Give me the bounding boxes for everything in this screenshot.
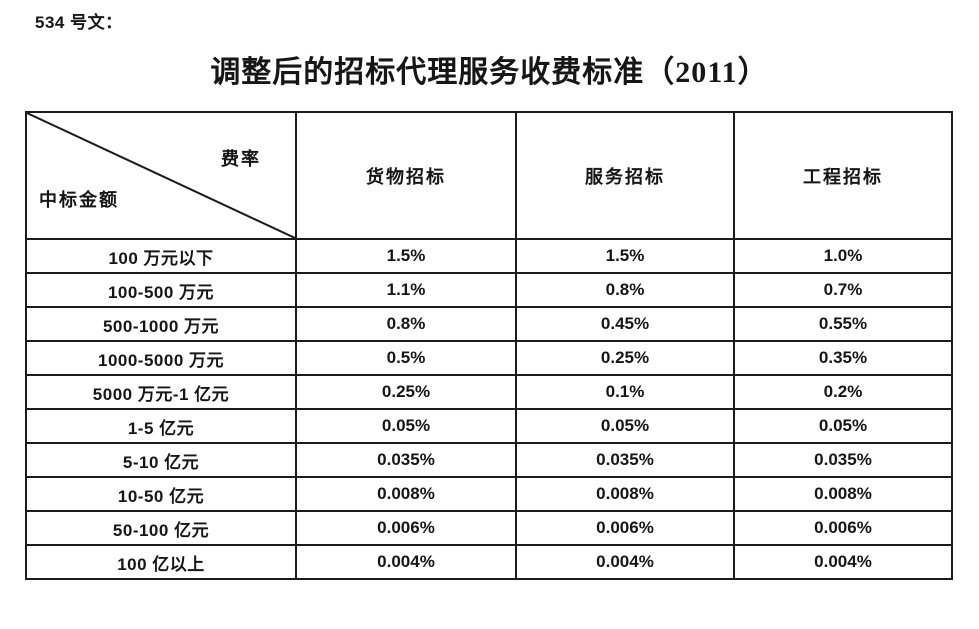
- rate-cell: 1.1%: [295, 272, 517, 308]
- document-number-label: 534 号文：: [35, 13, 123, 32]
- rate-cell: 0.1%: [515, 374, 735, 410]
- row-label-cell: 5-10 亿元: [25, 442, 297, 478]
- rate-cell: 0.008%: [733, 476, 953, 512]
- column-header-service-bidding: 服务招标: [515, 111, 735, 240]
- rate-cell: 0.05%: [295, 408, 517, 444]
- table-row: 1000-5000 万元 0.5% 0.25% 0.35%: [25, 340, 953, 376]
- rate-cell: 1.0%: [733, 238, 953, 274]
- column-header-goods-bidding: 货物招标: [295, 111, 517, 240]
- rate-cell: 0.55%: [733, 306, 953, 342]
- table-row: 1-5 亿元 0.05% 0.05% 0.05%: [25, 408, 953, 444]
- row-label-cell: 500-1000 万元: [25, 306, 297, 342]
- rate-cell: 1.5%: [295, 238, 517, 274]
- rate-cell: 0.25%: [515, 340, 735, 376]
- row-label-cell: 100-500 万元: [25, 272, 297, 308]
- rate-cell: 0.05%: [733, 408, 953, 444]
- rate-cell: 0.035%: [733, 442, 953, 478]
- rate-cell: 0.006%: [733, 510, 953, 546]
- table-row: 5-10 亿元 0.035% 0.035% 0.035%: [25, 442, 953, 478]
- rate-cell: 0.008%: [295, 476, 517, 512]
- rate-cell: 0.004%: [515, 544, 735, 580]
- row-label-cell: 1-5 亿元: [25, 408, 297, 444]
- table-row: 100 亿以上 0.004% 0.004% 0.004%: [25, 544, 953, 580]
- rate-cell: 0.008%: [515, 476, 735, 512]
- rate-cell: 0.8%: [295, 306, 517, 342]
- table-row: 5000 万元-1 亿元 0.25% 0.1% 0.2%: [25, 374, 953, 410]
- table-row: 100 万元以下 1.5% 1.5% 1.0%: [25, 238, 953, 274]
- corner-label-bid-amount: 中标金额: [39, 190, 119, 210]
- row-label-cell: 50-100 亿元: [25, 510, 297, 546]
- table-header-row: 费率 中标金额 货物招标 服务招标 工程招标: [25, 111, 953, 240]
- rate-cell: 0.45%: [515, 306, 735, 342]
- corner-label-rate: 费率: [221, 149, 261, 169]
- column-header-works-bidding: 工程招标: [733, 111, 953, 240]
- row-label-cell: 5000 万元-1 亿元: [25, 374, 297, 410]
- rate-cell: 0.2%: [733, 374, 953, 410]
- rate-cell: 0.006%: [515, 510, 735, 546]
- rate-cell: 0.5%: [295, 340, 517, 376]
- rate-cell: 0.8%: [515, 272, 735, 308]
- rate-cell: 0.035%: [515, 442, 735, 478]
- table-row: 10-50 亿元 0.008% 0.008% 0.008%: [25, 476, 953, 512]
- table-row: 50-100 亿元 0.006% 0.006% 0.006%: [25, 510, 953, 546]
- rate-cell: 0.035%: [295, 442, 517, 478]
- row-label-cell: 1000-5000 万元: [25, 340, 297, 376]
- fee-rate-table: 费率 中标金额 货物招标 服务招标 工程招标 100 万元以下 1.5% 1.5…: [25, 111, 953, 580]
- page-title: 调整后的招标代理服务收费标准（2011）: [210, 56, 769, 89]
- rate-cell: 0.7%: [733, 272, 953, 308]
- rate-cell: 0.006%: [295, 510, 517, 546]
- rate-cell: 0.004%: [733, 544, 953, 580]
- rate-cell: 1.5%: [515, 238, 735, 274]
- corner-header-cell: 费率 中标金额: [25, 111, 297, 240]
- table-row: 100-500 万元 1.1% 0.8% 0.7%: [25, 272, 953, 308]
- row-label-cell: 10-50 亿元: [25, 476, 297, 512]
- rate-cell: 0.25%: [295, 374, 517, 410]
- diagonal-divider-line: [27, 113, 295, 238]
- table-row: 500-1000 万元 0.8% 0.45% 0.55%: [25, 306, 953, 342]
- row-label-cell: 100 万元以下: [25, 238, 297, 274]
- rate-cell: 0.35%: [733, 340, 953, 376]
- row-label-cell: 100 亿以上: [25, 544, 297, 580]
- rate-cell: 0.05%: [515, 408, 735, 444]
- rate-cell: 0.004%: [295, 544, 517, 580]
